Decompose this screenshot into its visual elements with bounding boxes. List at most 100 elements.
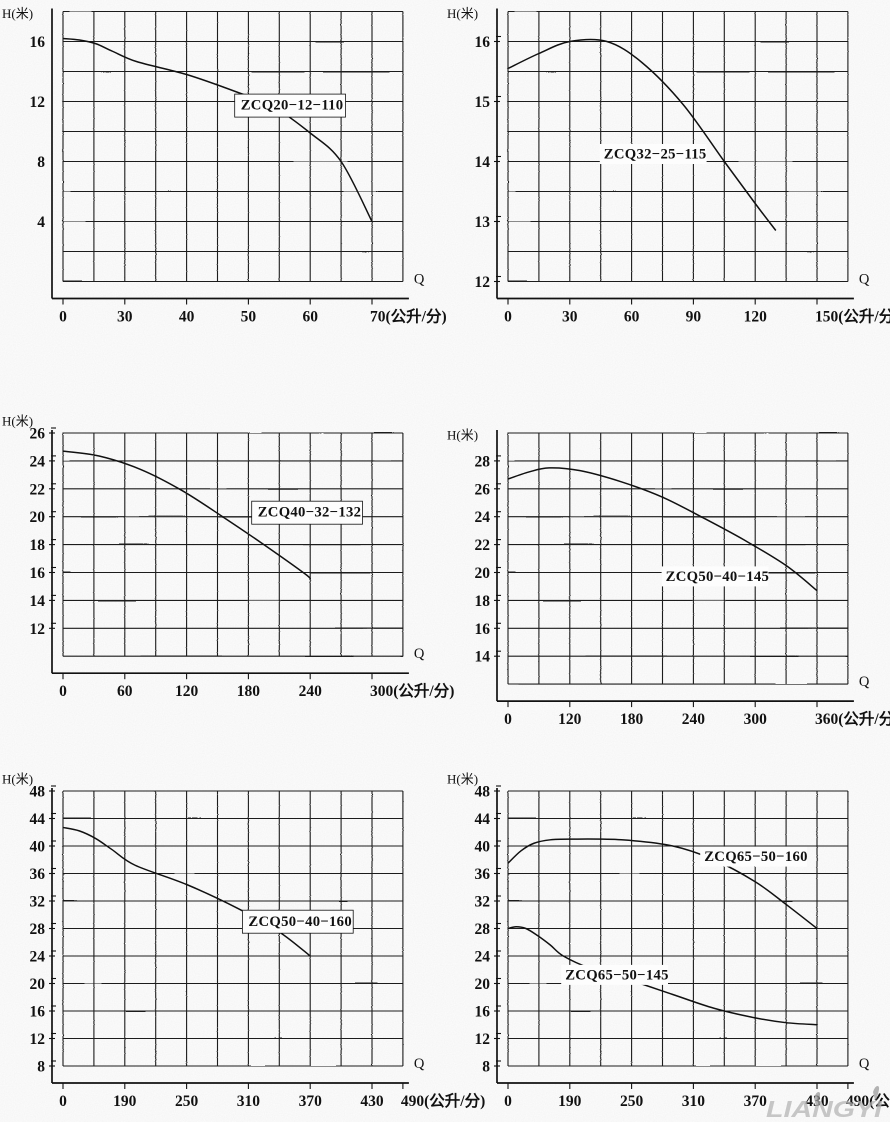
svg-text:30: 30 xyxy=(562,309,578,326)
svg-text:22: 22 xyxy=(475,537,491,554)
svg-text:0: 0 xyxy=(504,1093,512,1110)
svg-text:32: 32 xyxy=(475,894,491,911)
svg-text:44: 44 xyxy=(475,811,491,828)
svg-text:150(公升/分): 150(公升/分) xyxy=(815,308,890,326)
svg-text:240: 240 xyxy=(299,683,323,700)
svg-text:ZCQ50−40−145: ZCQ50−40−145 xyxy=(666,569,770,585)
svg-text:13: 13 xyxy=(475,214,491,231)
svg-text:0: 0 xyxy=(504,309,512,326)
svg-text:8: 8 xyxy=(37,1059,45,1076)
svg-text:16: 16 xyxy=(30,1004,46,1021)
svg-text:28: 28 xyxy=(30,921,46,938)
svg-text:ZCQ50−40−160: ZCQ50−40−160 xyxy=(248,914,352,930)
svg-text:H(米): H(米) xyxy=(2,414,33,429)
svg-text:50: 50 xyxy=(241,309,257,326)
svg-text:180: 180 xyxy=(620,711,644,728)
svg-text:14: 14 xyxy=(475,154,491,171)
svg-text:8: 8 xyxy=(37,154,45,171)
svg-text:4: 4 xyxy=(37,214,45,231)
svg-text:48: 48 xyxy=(30,784,46,801)
svg-text:22: 22 xyxy=(30,481,46,498)
svg-text:190: 190 xyxy=(113,1093,137,1110)
svg-text:H(米): H(米) xyxy=(447,6,478,21)
svg-text:16: 16 xyxy=(475,34,491,51)
svg-text:14: 14 xyxy=(30,593,46,610)
svg-text:18: 18 xyxy=(475,593,491,610)
svg-text:120: 120 xyxy=(558,711,582,728)
svg-text:0: 0 xyxy=(504,711,512,728)
svg-text:12: 12 xyxy=(30,621,46,638)
svg-text:20: 20 xyxy=(475,976,491,993)
svg-text:Q: Q xyxy=(859,272,870,288)
svg-text:0: 0 xyxy=(59,309,67,326)
svg-text:Q: Q xyxy=(414,646,425,662)
svg-text:16: 16 xyxy=(30,34,46,51)
svg-text:24: 24 xyxy=(30,453,46,470)
svg-text:ZCQ32−25−115: ZCQ32−25−115 xyxy=(604,147,707,163)
svg-text:40: 40 xyxy=(30,839,46,856)
svg-text:H(米): H(米) xyxy=(447,428,478,443)
svg-text:48: 48 xyxy=(475,784,491,801)
svg-text:0: 0 xyxy=(59,1093,67,1110)
svg-text:360(公升/分): 360(公升/分) xyxy=(815,710,890,728)
svg-text:40: 40 xyxy=(179,309,195,326)
svg-text:190: 190 xyxy=(558,1093,582,1110)
svg-text:430: 430 xyxy=(360,1093,384,1110)
svg-text:26: 26 xyxy=(30,426,46,443)
svg-text:44: 44 xyxy=(30,811,46,828)
svg-text:36: 36 xyxy=(475,866,491,883)
svg-text:0: 0 xyxy=(59,683,67,700)
svg-text:Q: Q xyxy=(414,272,425,288)
svg-text:12: 12 xyxy=(475,274,491,291)
svg-text:8: 8 xyxy=(482,1059,490,1076)
svg-text:16: 16 xyxy=(475,621,491,638)
svg-text:ZCQ65−50−160: ZCQ65−50−160 xyxy=(704,849,808,865)
svg-text:30: 30 xyxy=(117,309,133,326)
svg-text:28: 28 xyxy=(475,453,491,470)
svg-text:24: 24 xyxy=(475,949,491,966)
svg-text:370: 370 xyxy=(299,1093,323,1110)
svg-text:ZCQ40−32−132: ZCQ40−32−132 xyxy=(258,505,362,521)
svg-text:310: 310 xyxy=(237,1093,261,1110)
svg-text:Q: Q xyxy=(859,1056,870,1072)
svg-text:LIANGYI: LIANGYI xyxy=(766,1096,883,1122)
svg-text:240: 240 xyxy=(682,711,706,728)
svg-text:H(米): H(米) xyxy=(2,6,33,21)
svg-text:24: 24 xyxy=(30,949,46,966)
svg-text:40: 40 xyxy=(475,839,491,856)
svg-text:70(公升/分): 70(公升/分) xyxy=(370,308,447,326)
svg-text:Q: Q xyxy=(414,1056,425,1072)
svg-text:18: 18 xyxy=(30,537,46,554)
svg-text:310: 310 xyxy=(682,1093,706,1110)
svg-text:15: 15 xyxy=(475,94,491,111)
svg-text:60: 60 xyxy=(302,309,318,326)
svg-text:60: 60 xyxy=(624,309,640,326)
svg-text:16: 16 xyxy=(30,565,46,582)
svg-text:20: 20 xyxy=(30,976,46,993)
svg-text:26: 26 xyxy=(475,481,491,498)
svg-text:Q: Q xyxy=(859,674,870,690)
svg-text:H(米): H(米) xyxy=(2,772,33,787)
svg-text:250: 250 xyxy=(175,1093,199,1110)
svg-text:20: 20 xyxy=(30,509,46,526)
svg-text:12: 12 xyxy=(30,1031,46,1048)
svg-text:300(公升/分): 300(公升/分) xyxy=(370,682,454,700)
svg-text:14: 14 xyxy=(475,649,491,666)
svg-text:60: 60 xyxy=(117,683,133,700)
svg-text:ZCQ20−12−110: ZCQ20−12−110 xyxy=(241,98,344,114)
svg-text:370: 370 xyxy=(744,1093,768,1110)
svg-text:H(米): H(米) xyxy=(447,772,478,787)
svg-text:12: 12 xyxy=(475,1031,491,1048)
svg-text:12: 12 xyxy=(30,94,46,111)
svg-text:36: 36 xyxy=(30,866,46,883)
svg-text:180: 180 xyxy=(237,683,261,700)
svg-text:300: 300 xyxy=(744,711,768,728)
svg-text:24: 24 xyxy=(475,509,491,526)
svg-text:90: 90 xyxy=(686,309,702,326)
svg-text:120: 120 xyxy=(744,309,768,326)
svg-text:120: 120 xyxy=(175,683,199,700)
svg-text:28: 28 xyxy=(475,921,491,938)
svg-text:250: 250 xyxy=(620,1093,644,1110)
svg-text:32: 32 xyxy=(30,894,46,911)
svg-text:ZCQ65−50−145: ZCQ65−50−145 xyxy=(565,967,669,983)
